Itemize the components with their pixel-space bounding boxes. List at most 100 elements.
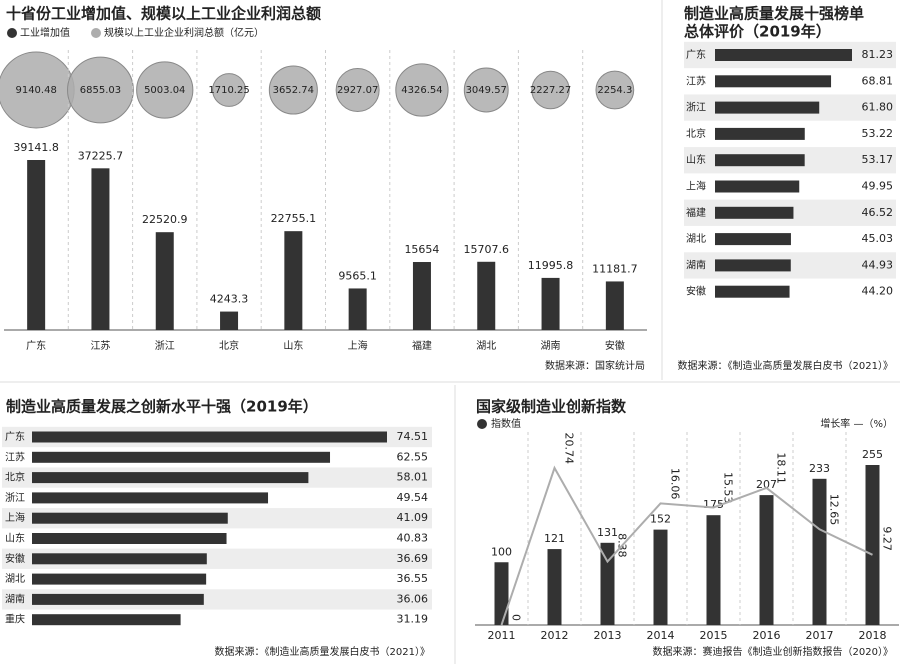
x-tick-label: 2017 — [806, 629, 834, 642]
value-label: 46.52 — [862, 206, 894, 219]
source: 数据来源：《制造业高质量发展白皮书（2021）》 — [678, 359, 893, 372]
chart-title: 十省份工业增加值、规模以上工业企业利润总额 — [6, 5, 321, 23]
bar — [32, 614, 181, 626]
bar — [284, 231, 303, 330]
bar — [605, 281, 624, 330]
x-tick-label: 2013 — [594, 629, 622, 642]
value-label: 40.83 — [397, 532, 429, 545]
value-label: 15707.6 — [464, 243, 510, 256]
legend-swatch — [477, 419, 487, 429]
growth-label: 0 — [510, 614, 523, 621]
bubble-label: 2227.27 — [530, 85, 571, 96]
value-label: 36.55 — [397, 572, 429, 585]
x-tick-label: 2018 — [859, 629, 887, 642]
value-label: 22520.9 — [142, 213, 188, 226]
bar — [715, 180, 800, 193]
x-tick-label: 北京 — [219, 339, 239, 352]
bubble-label: 1710.25 — [208, 85, 249, 96]
value-label: 233 — [809, 462, 830, 475]
value-label: 15654 — [404, 243, 439, 256]
source: 数据来源：赛迪报告《制造业创新指数报告（2020）》 — [653, 645, 893, 658]
x-tick-label: 浙江 — [155, 340, 175, 352]
bar — [715, 101, 820, 114]
y-tick-label: 上海 — [686, 180, 706, 193]
bubble-label: 2254.3 — [597, 85, 632, 96]
x-tick-label: 山东 — [283, 339, 303, 352]
growth-label: 18.11 — [775, 452, 788, 484]
bar — [706, 515, 721, 625]
bubble — [268, 65, 318, 115]
y-tick-label: 广东 — [686, 48, 706, 61]
bubble-label: 9140.48 — [15, 85, 56, 96]
x-tick-label: 湖南 — [541, 339, 561, 352]
value-label: 74.51 — [397, 430, 429, 443]
x-tick-label: 安徽 — [605, 339, 625, 352]
bar — [348, 288, 367, 330]
chart-title: 制造业高质量发展十强榜单 — [684, 5, 864, 23]
bubble-label: 5003.04 — [144, 85, 185, 96]
bar — [812, 478, 827, 625]
y-tick-label: 湖北 — [686, 233, 706, 245]
bar — [715, 154, 805, 167]
bar — [715, 75, 832, 88]
bar — [32, 431, 387, 443]
bar — [865, 465, 880, 625]
value-label: 4243.3 — [210, 293, 249, 306]
value-label: 49.54 — [397, 491, 429, 504]
x-tick-label: 上海 — [348, 339, 368, 352]
value-label: 45.03 — [862, 232, 894, 245]
x-tick-label: 江苏 — [90, 339, 110, 352]
bar — [715, 233, 791, 246]
value-label: 44.93 — [862, 258, 894, 271]
bubble — [595, 70, 635, 110]
legend-label: 规模以上工业企业利润总额（亿元） — [104, 26, 264, 39]
bubble — [136, 61, 194, 119]
x-tick-label: 2011 — [488, 629, 516, 642]
growth-label: 20.74 — [563, 433, 576, 465]
legend-label: 指数值 — [491, 417, 521, 430]
value-label: 11995.8 — [528, 259, 574, 272]
y-tick-label: 福建 — [686, 206, 706, 219]
bubble-label: 3049.57 — [466, 85, 507, 96]
value-label: 9565.1 — [338, 269, 377, 282]
bar — [547, 549, 562, 625]
bar — [32, 451, 331, 463]
value-label: 207 — [756, 478, 777, 491]
bubble — [212, 73, 246, 107]
x-tick-label: 湖北 — [476, 340, 496, 352]
growth-line — [500, 465, 873, 626]
bar — [541, 277, 560, 330]
value-label: 37225.7 — [78, 149, 124, 162]
chart-title: 制造业高质量发展之创新水平十强（2019年） — [6, 398, 318, 416]
bar — [32, 492, 269, 504]
y-tick-label: 湖南 — [686, 258, 706, 271]
chart-subtitle: 总体评价（2019年） — [684, 23, 831, 41]
bar — [32, 472, 309, 484]
y-tick-label: 安徽 — [5, 552, 25, 565]
y-tick-label: 浙江 — [5, 492, 25, 504]
bar — [32, 512, 228, 524]
bar — [759, 495, 774, 625]
y-tick-label: 山东 — [686, 153, 706, 166]
bar — [715, 259, 791, 272]
y-tick-label: 湖北 — [5, 573, 25, 585]
value-label: 22755.1 — [271, 212, 317, 225]
bar — [27, 160, 46, 330]
value-label: 61.80 — [862, 101, 894, 114]
value-label: 131 — [597, 526, 618, 539]
value-label: 255 — [862, 448, 883, 461]
bar — [600, 542, 615, 625]
bubble — [67, 56, 134, 124]
bar — [494, 562, 509, 625]
value-label: 31.19 — [397, 613, 429, 626]
bar — [715, 49, 852, 61]
chart-title: 国家级制造业创新指数 — [476, 398, 627, 416]
value-label: 11181.7 — [592, 262, 638, 275]
y-tick-label: 江苏 — [686, 74, 706, 87]
bubble-label: 2927.07 — [337, 85, 378, 96]
bar — [220, 311, 239, 330]
bar — [155, 232, 174, 330]
growth-label: 12.65 — [828, 494, 841, 526]
